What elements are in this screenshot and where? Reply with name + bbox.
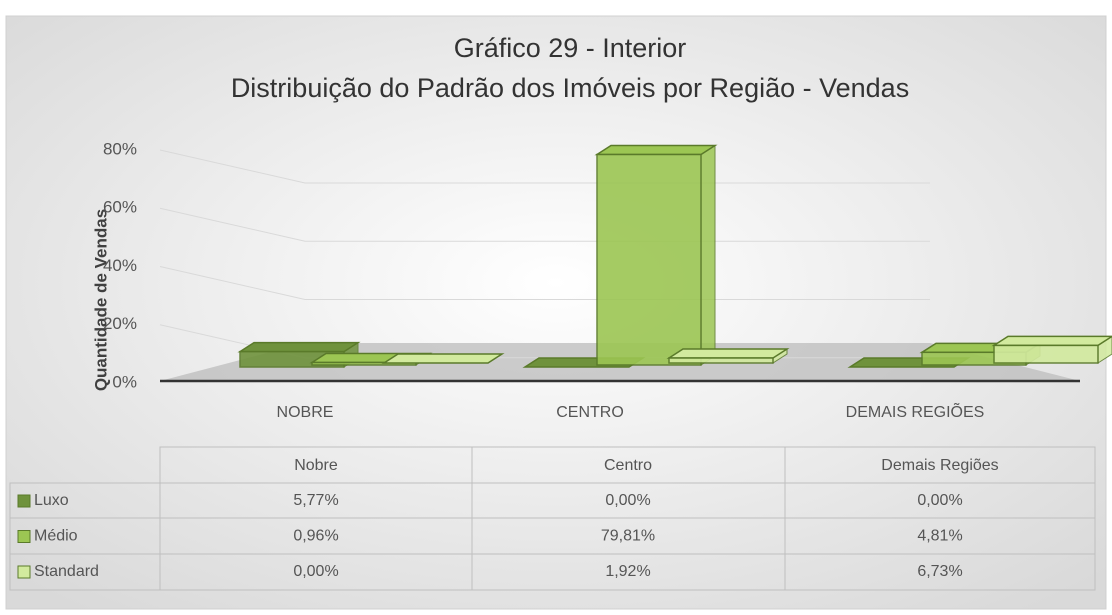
x-tick-label: CENTRO: [556, 404, 624, 421]
y-tick-label: 0%: [112, 372, 137, 391]
legend-key: [17, 565, 31, 579]
y-tick-label: 80%: [103, 139, 137, 158]
chart-area: [5, 15, 1107, 610]
table-cell: 6,73%: [917, 563, 962, 580]
bar-top: [666, 348, 790, 359]
y-tick-label: 40%: [103, 256, 137, 275]
table-header: Centro: [604, 457, 652, 474]
bar-side: [700, 144, 716, 366]
table-header: Nobre: [294, 457, 338, 474]
bar: [596, 153, 702, 366]
chart-title: Gráfico 29 - Interior: [454, 33, 687, 63]
table-cell: 5,77%: [293, 492, 338, 509]
bar: [668, 357, 774, 364]
table-legend-frame: [9, 482, 161, 591]
legend-key: [17, 494, 31, 508]
bar: [993, 344, 1099, 364]
table-cell: 0,96%: [293, 528, 338, 545]
table-cell: 0,00%: [917, 492, 962, 509]
bar-top: [991, 335, 1112, 347]
bar-top: [237, 341, 361, 353]
y-tick-label: 60%: [103, 198, 137, 217]
legend-key: [17, 530, 31, 543]
table-cell: 1,92%: [605, 563, 650, 580]
y-axis-label: Quantidade de Vendas: [91, 209, 110, 391]
y-tick-label: 20%: [103, 314, 137, 333]
legend-label: Luxo: [34, 492, 69, 509]
legend-label: Standard: [34, 563, 99, 580]
x-tick-label: DEMAIS REGIÕES: [846, 401, 985, 421]
x-tick-label: NOBRE: [277, 404, 334, 421]
table-cell: 0,00%: [605, 492, 650, 509]
grid-line: [159, 207, 930, 242]
bar-top: [594, 144, 718, 156]
bar-top: [381, 353, 505, 364]
table-cell: 79,81%: [601, 528, 655, 545]
table-cell: 4,81%: [917, 528, 962, 545]
table-cell: 0,00%: [293, 563, 338, 580]
legend-label: Médio: [34, 528, 78, 545]
grid-line: [159, 266, 930, 300]
table-header: Demais Regiões: [881, 457, 998, 474]
chart-subtitle: Distribuição do Padrão dos Imóveis por R…: [231, 73, 909, 103]
grid-line: [159, 149, 930, 184]
